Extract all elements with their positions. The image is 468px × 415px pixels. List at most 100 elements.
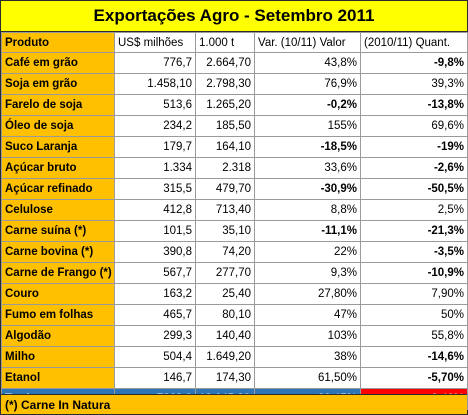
- table-title: Exportações Agro - Setembro 2011: [1, 1, 467, 32]
- table-row: Etanol 146,7 174,30 61,50% -5,70%: [1, 367, 468, 389]
- cell-quant: -19%: [360, 136, 468, 158]
- cell-produto: Soja em grão: [1, 73, 115, 95]
- cell-produto: Algodão: [1, 325, 115, 347]
- cell-t: 164,10: [195, 136, 255, 158]
- header-t: 1.000 t: [195, 32, 255, 53]
- table-row: Café em grão 776,7 2.664,70 43,8% -9,8%: [1, 52, 468, 74]
- cell-valor: -11,1%: [254, 220, 361, 242]
- table-row: Fumo em folhas 465,7 80,10 47% 50%: [1, 304, 468, 326]
- cell-quant: -13,8%: [360, 94, 468, 116]
- cell-usd: 465,7: [114, 304, 196, 326]
- cell-t: 35,10: [195, 220, 255, 242]
- cell-quant: -21,3%: [360, 220, 468, 242]
- cell-t: 74,20: [195, 241, 255, 263]
- cell-produto: Couro: [1, 283, 115, 305]
- cell-t: 185,50: [195, 115, 255, 137]
- cell-t: 25,40: [195, 283, 255, 305]
- table-row: Farelo de soja 513,6 1.265,20 -0,2% -13,8%: [1, 94, 468, 116]
- cell-usd: 101,5: [114, 220, 196, 242]
- cell-produto: Carne suína (*): [1, 220, 115, 242]
- footnote: (*) Carne In Natura: [1, 394, 467, 414]
- cell-produto: Suco Laranja: [1, 136, 115, 158]
- cell-quant: -50,5%: [360, 178, 468, 200]
- cell-valor: 43,8%: [254, 52, 361, 74]
- cell-quant: -5,70%: [360, 367, 468, 389]
- table-row: Carne suína (*) 101,5 35,10 -11,1% -21,3%: [1, 220, 468, 242]
- cell-produto: Milho: [1, 346, 115, 368]
- cell-quant: 55,8%: [360, 325, 468, 347]
- cell-produto: Açúcar refinado: [1, 178, 115, 200]
- cell-produto: Farelo de soja: [1, 94, 115, 116]
- header-quant: (2010/11) Quant.: [360, 32, 468, 53]
- cell-usd: 1.458,10: [114, 73, 196, 95]
- cell-quant: 7,90%: [360, 283, 468, 305]
- cell-valor: 47%: [254, 304, 361, 326]
- cell-quant: 69,6%: [360, 115, 468, 137]
- cell-produto: Açúcar bruto: [1, 157, 115, 179]
- cell-usd: 234,2: [114, 115, 196, 137]
- exports-table: Produto US$ milhões 1.000 t Var. (10/11)…: [1, 32, 468, 410]
- table-row: Açúcar refinado 315,5 479,70 -30,9% -50,5%: [1, 178, 468, 200]
- cell-usd: 163,2: [114, 283, 196, 305]
- cell-produto: Carne de Frango (*): [1, 262, 115, 284]
- cell-t: 2.318: [195, 157, 255, 179]
- table-row: Carne bovina (*) 390,8 74,20 22% -3,5%: [1, 241, 468, 263]
- cell-quant: 2,5%: [360, 199, 468, 221]
- cell-t: 2.798,30: [195, 73, 255, 95]
- cell-quant: -3,5%: [360, 241, 468, 263]
- cell-t: 80,10: [195, 304, 255, 326]
- cell-valor: 155%: [254, 115, 361, 137]
- cell-valor: 61,50%: [254, 367, 361, 389]
- table-row: Açúcar bruto 1.334 2.318 33,6% -2,6%: [1, 157, 468, 179]
- header-row: Produto US$ milhões 1.000 t Var. (10/11)…: [1, 32, 468, 53]
- cell-usd: 315,5: [114, 178, 196, 200]
- cell-produto: Etanol: [1, 367, 115, 389]
- cell-t: 174,30: [195, 367, 255, 389]
- cell-usd: 179,7: [114, 136, 196, 158]
- table-row: Algodão 299,3 140,40 103% 55,8%: [1, 325, 468, 347]
- cell-quant: -2,6%: [360, 157, 468, 179]
- cell-usd: 567,7: [114, 262, 196, 284]
- header-usd: US$ milhões: [114, 32, 196, 53]
- cell-usd: 776,7: [114, 52, 196, 74]
- cell-usd: 299,3: [114, 325, 196, 347]
- cell-quant: 39,3%: [360, 73, 468, 95]
- cell-produto: Óleo de soja: [1, 115, 115, 137]
- cell-usd: 146,7: [114, 367, 196, 389]
- cell-produto: Carne bovina (*): [1, 241, 115, 263]
- cell-valor: 38%: [254, 346, 361, 368]
- cell-t: 1.265,20: [195, 94, 255, 116]
- cell-quant: 50%: [360, 304, 468, 326]
- cell-usd: 513,6: [114, 94, 196, 116]
- cell-usd: 390,8: [114, 241, 196, 263]
- cell-produto: Café em grão: [1, 52, 115, 74]
- cell-valor: 8,8%: [254, 199, 361, 221]
- table-row: Couro 163,2 25,40 27,80% 7,90%: [1, 283, 468, 305]
- cell-valor: 9,3%: [254, 262, 361, 284]
- cell-valor: -18,5%: [254, 136, 361, 158]
- cell-produto: Celulose: [1, 199, 115, 221]
- cell-quant: -10,9%: [360, 262, 468, 284]
- cell-quant: -9,8%: [360, 52, 468, 74]
- table-row: Soja em grão 1.458,10 2.798,30 76,9% 39,3%: [1, 73, 468, 95]
- header-produto: Produto: [1, 32, 115, 53]
- table-row: Óleo de soja 234,2 185,50 155% 69,6%: [1, 115, 468, 137]
- table-row: Celulose 412,8 713,40 8,8% 2,5%: [1, 199, 468, 221]
- cell-usd: 412,8: [114, 199, 196, 221]
- cell-t: 713,40: [195, 199, 255, 221]
- cell-t: 140,40: [195, 325, 255, 347]
- cell-t: 1.649,20: [195, 346, 255, 368]
- cell-produto: Fumo em folhas: [1, 304, 115, 326]
- cell-valor: 22%: [254, 241, 361, 263]
- cell-t: 2.664,70: [195, 52, 255, 74]
- cell-valor: 103%: [254, 325, 361, 347]
- cell-valor: -30,9%: [254, 178, 361, 200]
- table-row: Carne de Frango (*) 567,7 277,70 9,3% -10,9%: [1, 262, 468, 284]
- cell-valor: 76,9%: [254, 73, 361, 95]
- cell-valor: 33,6%: [254, 157, 361, 179]
- table-row: Suco Laranja 179,7 164,10 -18,5% -19%: [1, 136, 468, 158]
- cell-quant: -14,6%: [360, 346, 468, 368]
- cell-t: 479,70: [195, 178, 255, 200]
- cell-t: 277,70: [195, 262, 255, 284]
